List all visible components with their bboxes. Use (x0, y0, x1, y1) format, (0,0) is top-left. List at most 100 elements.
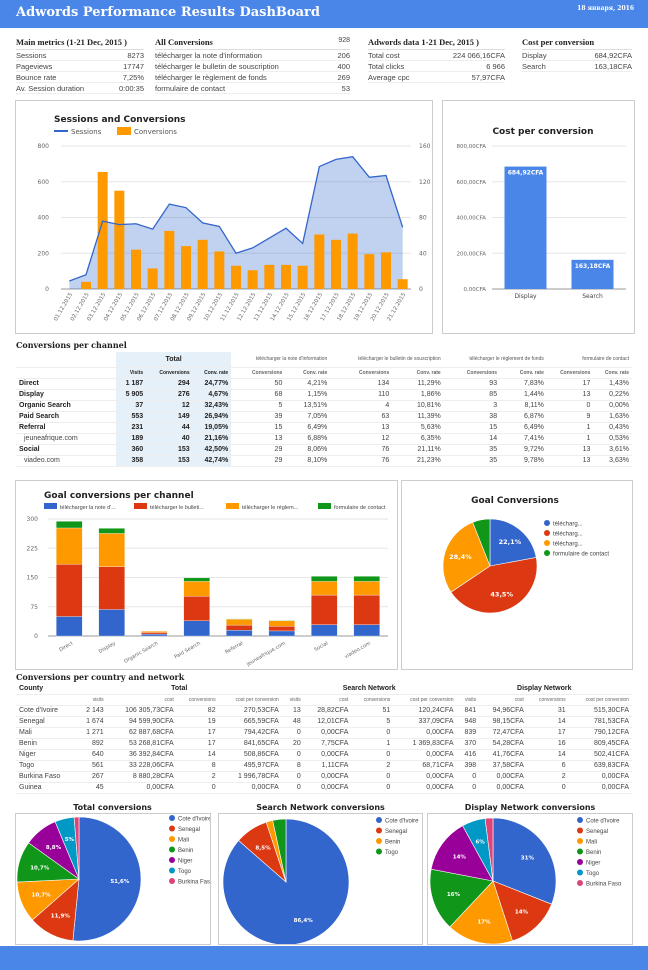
country-cell: 8 (281, 760, 304, 772)
header-bar: Adwords Performance Results DashBoard 18… (0, 0, 648, 28)
channel-name: Paid Search (16, 411, 116, 423)
channel-row: Organic Search 37 12 32,43% 5 13,51% 4 10,81% 3 8… (16, 400, 632, 412)
goal-group-header: télécharger la note d'information (231, 352, 331, 368)
country-cell: 561 (76, 760, 107, 772)
legend-swatch (226, 503, 239, 509)
channel-name: jeuneafrique.com (16, 433, 116, 445)
channel-cell: 149 (146, 411, 193, 423)
channel-row: jeuneafrique.com 189 40 21,16% 13 6,88% 12 6,35… (16, 433, 632, 445)
legend-conversions-label: Conversions (134, 128, 177, 136)
country-cell: 0,00CFA (303, 749, 352, 761)
main-metric-row: Sessions 8273 (16, 50, 144, 61)
conversions-bar (81, 281, 91, 289)
legend-conversions-swatch (117, 127, 131, 135)
display-network-title: Display Network conversions (464, 803, 596, 812)
channel-cell: 29 (231, 455, 286, 467)
all-conversions-title: All Conversions (155, 37, 213, 47)
pie-data-label: 10,7% (30, 865, 50, 871)
x-tick-label: Display (98, 641, 117, 655)
channel-cell: 3,61% (593, 444, 632, 456)
channel-cell: 189 (116, 433, 147, 445)
pie-data-label: 51,6% (110, 879, 130, 885)
y-tick: 150 (27, 575, 39, 582)
country-cell: 94,96CFA (479, 705, 527, 717)
conversion-goal-value: 269 (337, 73, 350, 82)
channels-title: Conversions per channel (16, 340, 127, 350)
pie-slice (429, 868, 494, 928)
country-cell: 0,00CFA (393, 749, 457, 761)
channel-cell: 0,53% (593, 433, 632, 445)
channel-row: Paid Search 553 149 26,94% 39 7,05% 63 11,39% 38… (16, 411, 632, 423)
column-header: Conv. rate (192, 367, 232, 379)
legend-label: Mali (178, 838, 189, 844)
channel-cell: 21,23% (392, 455, 444, 467)
column-header: cost per conversion (393, 694, 457, 706)
stacked-bar-segment (226, 624, 253, 631)
pie-data-label: 14% (453, 855, 467, 861)
y-tick-right: 120 (419, 179, 431, 186)
chart-title: Cost per conversion (492, 127, 593, 137)
channel-cell: 4,21% (285, 378, 331, 390)
country-cell: 0,00CFA (303, 782, 352, 794)
country-cell: 0 (351, 749, 394, 761)
channel-cell: 15 (231, 422, 286, 434)
channel-cell: 17 (546, 378, 594, 390)
stacked-bar-segment (311, 576, 338, 582)
legend-swatch (577, 848, 583, 855)
channel-name: Organic Search (16, 400, 116, 412)
x-tick-label: jeuneafrique.com (245, 640, 287, 668)
country-cell: 54,28CFA (479, 738, 527, 750)
pie-slice (472, 518, 491, 567)
x-tick-label: Display (514, 293, 537, 300)
legend-label: télécharger le bulleti... (150, 505, 204, 511)
channel-cell: 6,35% (392, 433, 444, 445)
country-cell: 2 (526, 771, 569, 783)
legend-label: Togo (385, 850, 399, 856)
channel-row: Display 5 905 276 4,67% 68 1,15% 110 1,86% 85 1,4… (16, 389, 632, 401)
column-header: cost (479, 694, 527, 706)
country-cell: 508,86CFA (218, 749, 282, 761)
cost-metric-value: 684,92CFA (594, 51, 632, 60)
channel-cell: 5 905 (116, 389, 147, 401)
channel-cell: 13,51% (285, 400, 331, 412)
legend-swatch (169, 867, 175, 874)
country-cell: 640 (76, 749, 107, 761)
channel-cell: 42,74% (192, 455, 232, 467)
country-cell: 809,45CFA (568, 738, 632, 750)
country-cell: 45 (76, 782, 107, 794)
pie-slice (442, 521, 491, 593)
country-cell: 94 599,90CFA (106, 716, 177, 728)
country-cell: 31 (526, 705, 569, 717)
y-tick: 400,00CFA (456, 216, 486, 222)
country-cell: 0 (351, 771, 394, 783)
legend-label: Burkina Faso (178, 880, 210, 886)
country-cell: 1,11CFA (303, 760, 352, 772)
sessions-line (69, 156, 404, 282)
channel-cell: 7,83% (500, 378, 547, 390)
channel-cell: 42,50% (192, 444, 232, 456)
channel-cell: 5,63% (392, 422, 444, 434)
channel-cell: 9,78% (500, 455, 547, 467)
y-tick-right: 40 (419, 250, 427, 257)
stacked-bar-segment (353, 576, 380, 582)
legend-label: formulaire de contact (334, 505, 386, 511)
column-header: Conversions (443, 367, 501, 379)
pie-slice (489, 518, 537, 567)
column-header: Conversions (146, 367, 193, 379)
pie-data-label: 10,7% (32, 892, 52, 898)
country-cell: 781,53CFA (568, 716, 632, 728)
pie-slice (272, 818, 287, 883)
country-cell: 0,00CFA (303, 727, 352, 739)
country-cell: 841,65CFA (218, 738, 282, 750)
x-tick-label: Referral (224, 641, 244, 656)
stacked-bar-segment (183, 581, 210, 597)
channel-name: viadeo.com (16, 455, 116, 467)
cost-metric-row: Search 163,18CFA (522, 61, 632, 72)
stacked-bar-segment (183, 596, 210, 621)
channel-cell: 0,43% (593, 422, 632, 434)
country-cell: 337,09CFA (393, 716, 457, 728)
channel-cell: 39 (231, 411, 286, 423)
y-tick: 200,00CFA (456, 251, 486, 257)
adwords-data-title: Adwords data 1-21 Dec, 2015 ) (368, 37, 479, 47)
pie-data-label: 8,5% (255, 845, 271, 851)
